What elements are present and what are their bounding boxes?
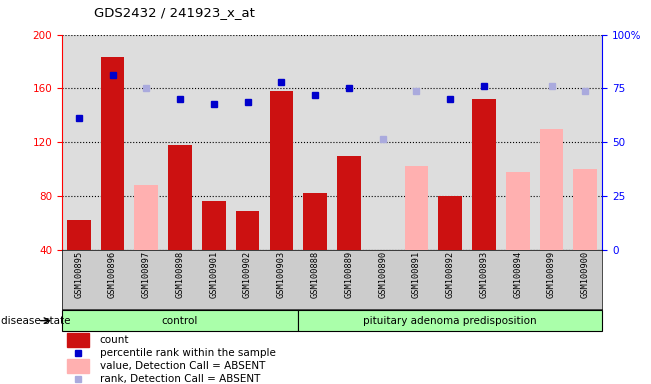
Bar xyxy=(270,91,293,250)
Text: disease state: disease state xyxy=(1,316,71,326)
Bar xyxy=(67,359,89,372)
Bar xyxy=(67,333,89,347)
Bar xyxy=(67,220,90,250)
Bar xyxy=(337,156,361,250)
Text: GDS2432 / 241923_x_at: GDS2432 / 241923_x_at xyxy=(94,6,255,19)
Text: GSM100897: GSM100897 xyxy=(142,251,151,298)
Text: rank, Detection Call = ABSENT: rank, Detection Call = ABSENT xyxy=(100,374,260,384)
Text: value, Detection Call = ABSENT: value, Detection Call = ABSENT xyxy=(100,361,265,371)
Bar xyxy=(202,201,226,250)
Text: GSM100903: GSM100903 xyxy=(277,251,286,298)
Text: GSM100892: GSM100892 xyxy=(446,251,454,298)
Text: GSM100902: GSM100902 xyxy=(243,251,252,298)
Text: count: count xyxy=(100,335,129,345)
Bar xyxy=(574,169,597,250)
Text: GSM100899: GSM100899 xyxy=(547,251,556,298)
Text: GSM100888: GSM100888 xyxy=(311,251,320,298)
Text: GSM100896: GSM100896 xyxy=(108,251,117,298)
Bar xyxy=(472,99,496,250)
Text: GSM100894: GSM100894 xyxy=(513,251,522,298)
Bar xyxy=(405,166,428,250)
Bar xyxy=(298,310,602,331)
Bar xyxy=(101,58,124,250)
Text: GSM100891: GSM100891 xyxy=(412,251,421,298)
Bar xyxy=(62,310,298,331)
Text: control: control xyxy=(162,316,199,326)
Text: GSM100893: GSM100893 xyxy=(480,251,488,298)
Text: percentile rank within the sample: percentile rank within the sample xyxy=(100,348,275,358)
Text: GSM100889: GSM100889 xyxy=(344,251,353,298)
Bar xyxy=(168,145,192,250)
Bar xyxy=(540,129,563,250)
Bar xyxy=(506,172,529,250)
Bar xyxy=(236,211,259,250)
Bar xyxy=(303,193,327,250)
Text: GSM100898: GSM100898 xyxy=(176,251,184,298)
Bar xyxy=(438,196,462,250)
Text: pituitary adenoma predisposition: pituitary adenoma predisposition xyxy=(363,316,537,326)
Bar xyxy=(135,185,158,250)
Text: GSM100901: GSM100901 xyxy=(210,251,218,298)
Text: GSM100900: GSM100900 xyxy=(581,251,590,298)
Text: GSM100895: GSM100895 xyxy=(74,251,83,298)
Text: GSM100890: GSM100890 xyxy=(378,251,387,298)
